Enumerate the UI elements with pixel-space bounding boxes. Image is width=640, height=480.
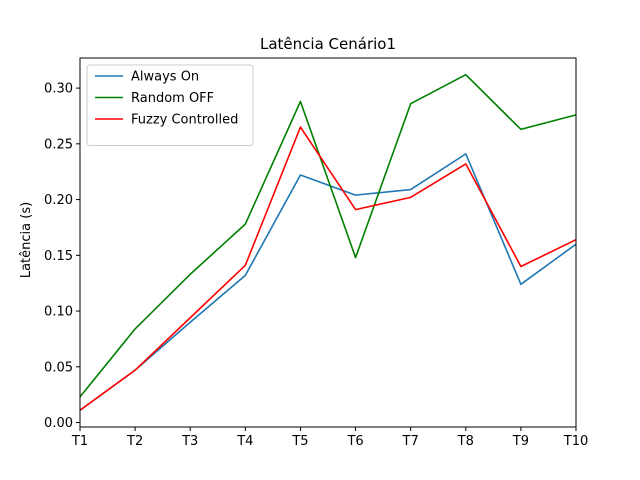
- x-tick-label-T10: T10: [563, 434, 588, 449]
- x-tick-label-T4: T4: [236, 434, 253, 449]
- y-axis-title: Latência (s): [19, 202, 34, 278]
- y-tick-label-0.25: 0.25: [44, 137, 73, 152]
- legend: Always On Random OFF Fuzzy Controlled: [86, 64, 254, 146]
- x-tick-label-T3: T3: [181, 434, 198, 449]
- y-tick-label-0.00: 0.00: [44, 416, 73, 431]
- x-tick-label-T1: T1: [71, 434, 88, 449]
- legend-label-always-on: Always On: [131, 70, 199, 85]
- x-tick-label-T2: T2: [126, 434, 143, 449]
- y-tick-label-0.05: 0.05: [44, 360, 73, 375]
- x-tick-label-T9: T9: [512, 434, 529, 449]
- legend-label-fuzzy-controlled: Fuzzy Controlled: [131, 113, 238, 128]
- x-tick-label-T8: T8: [457, 434, 474, 449]
- y-tick-label-0.30: 0.30: [44, 82, 73, 97]
- legend-label-random-off: Random OFF: [131, 91, 214, 106]
- legend-box: [86, 64, 254, 146]
- y-tick-label-0.20: 0.20: [44, 193, 73, 208]
- y-tick-label-0.15: 0.15: [44, 249, 73, 264]
- series-line-always-on: [79, 153, 577, 411]
- y-tick-label-0.10: 0.10: [44, 305, 73, 320]
- plot-frame: [79, 57, 577, 428]
- x-tick-label-T6: T6: [346, 434, 363, 449]
- series-line-fuzzy-controlled: [79, 126, 577, 411]
- chart-title: Latência Cenário1: [260, 35, 396, 53]
- x-tick-label-T7: T7: [402, 434, 419, 449]
- series-line-random-off: [79, 73, 577, 398]
- x-tick-label-T5: T5: [291, 434, 308, 449]
